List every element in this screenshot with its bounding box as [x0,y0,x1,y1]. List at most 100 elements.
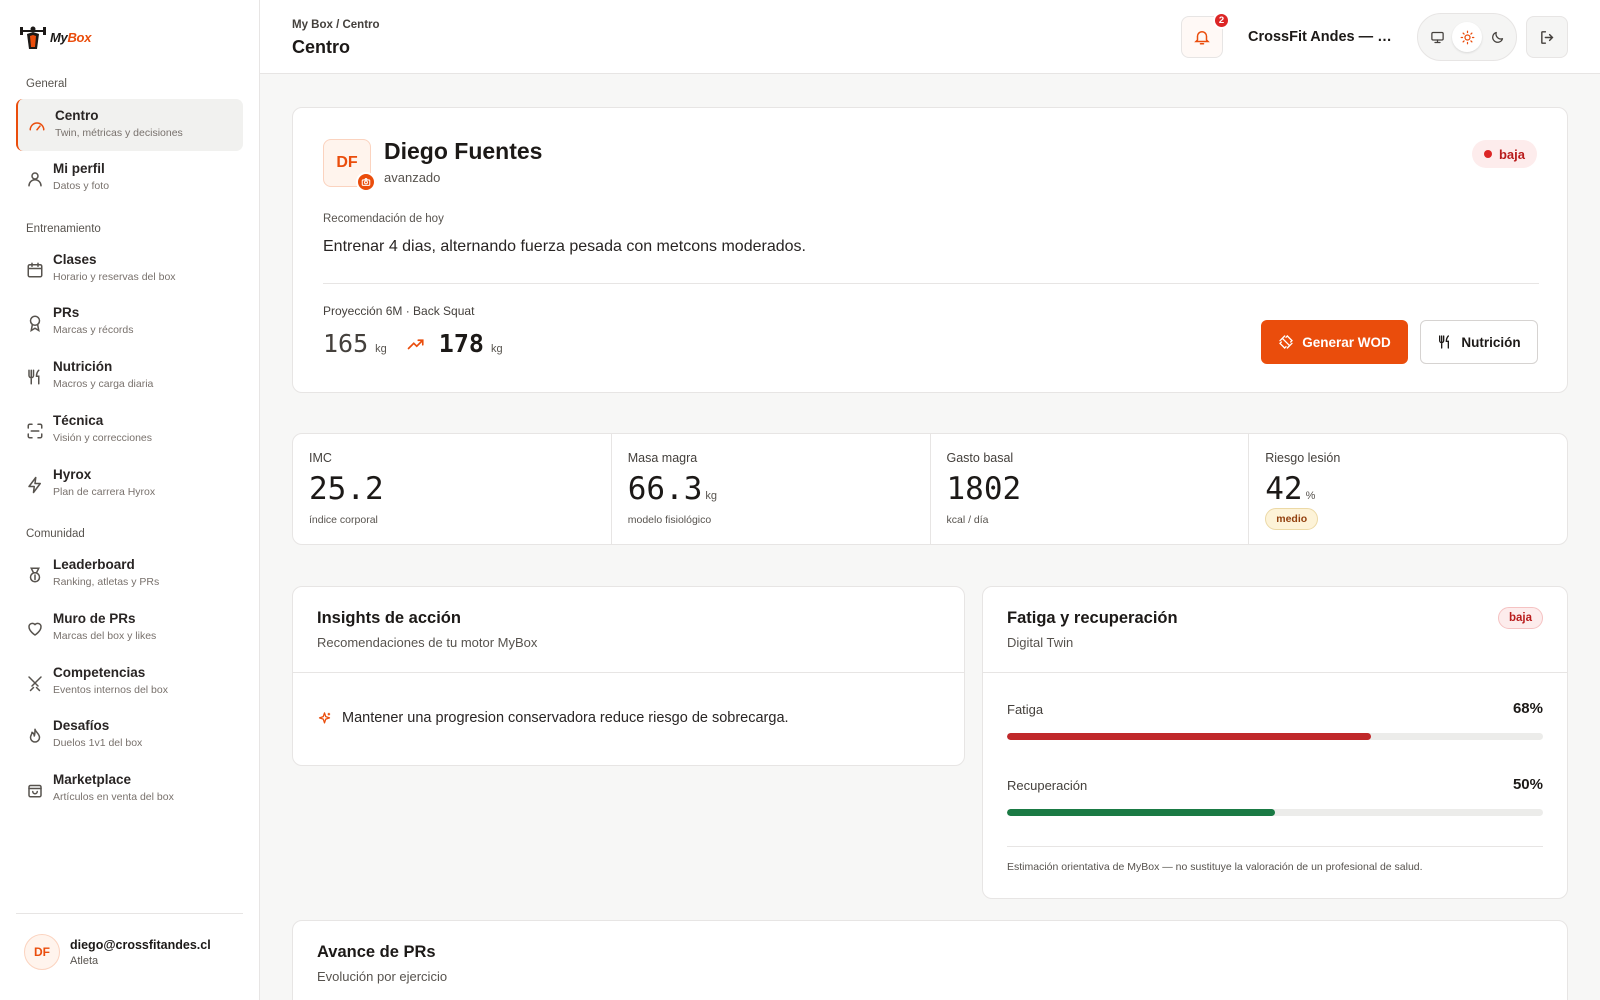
athlete-initials: DF [336,154,358,171]
sidebar-item-subtitle: Artículos en venta del box [53,791,174,803]
metric-label: Gasto basal [946,451,1014,465]
generate-wod-button[interactable]: Generar WOD [1261,320,1408,364]
card-title: Insights de acción [317,609,461,627]
sidebar-item-centro[interactable]: Centro Twin, métricas y decisiones [16,99,243,151]
bag-icon [28,784,42,798]
fatigue-value: 68% [1512,700,1543,717]
card-header: Insights de acción Recomendaciones de tu… [293,587,964,673]
metric-imc: IMC 25.2 índice corporal [293,434,612,544]
user-account[interactable]: DF diego@crossfitandes.cl Atleta [24,934,211,970]
brand-logo[interactable]: MyBox [18,22,91,52]
risk-level-badge: medio [1265,508,1319,530]
utensils-icon [28,369,40,385]
recovery-progress-bar [1007,809,1543,816]
notification-count-badge: 2 [1213,12,1230,29]
barbell-logo-icon [20,26,46,49]
sidebar-item-desafios[interactable]: Desafíos Duelos 1v1 del box [16,709,243,761]
metric-label: Riesgo lesión [1265,451,1341,465]
metric-subtitle: kcal / día [946,514,989,526]
risk-status-label: baja [1498,146,1525,162]
sidebar-item-hyrox[interactable]: Hyrox Plan de carrera Hyrox [16,458,243,510]
recommendation-text: Entrenar 4 dias, alternando fuerza pesad… [323,238,806,255]
metric-value: 1802 [946,471,1022,507]
trending-up-icon [407,338,424,349]
sidebar-item-subtitle: Datos y foto [53,180,110,192]
section-label-general: General [26,78,67,90]
projection-label: Proyección 6M · Back Squat [323,304,475,318]
sidebar-item-subtitle: Plan de carrera Hyrox [53,486,156,498]
metric-riesgo-lesion: Riesgo lesión 42% medio [1249,434,1567,544]
athlete-hero-card: DF Diego Fuentes avanzado baja Recomenda… [292,107,1568,393]
card-subtitle: Recomendaciones de tu motor MyBox [317,635,538,650]
recovery-progress-fill [1007,809,1275,816]
change-photo-button[interactable] [356,172,376,192]
metric-value: 66.3 kg [627,471,718,507]
gauge-icon [29,122,45,131]
generate-wod-label: Generar WOD [1302,334,1391,350]
recommendation-label: Recomendación de hoy [323,213,444,225]
nutrition-button[interactable]: Nutrición [1420,320,1538,364]
sidebar-item-tecnica[interactable]: Técnica Visión y correcciones [16,404,243,456]
monitor-icon [1430,31,1444,43]
sidebar-item-muro-de-prs[interactable]: Muro de PRs Marcas del box y likes [16,602,243,654]
box-selector[interactable]: CrossFit Andes — Providencia [1248,29,1400,45]
metrics-strip: IMC 25.2 índice corporal Masa magra 66.3… [292,433,1568,545]
notifications-button[interactable]: 2 [1181,12,1230,58]
sidebar-item-title: Muro de PRs [53,611,136,626]
user-role: Atleta [70,954,99,967]
metric-masa-magra: Masa magra 66.3 kg modelo fisiológico [612,434,931,544]
divider [1007,846,1543,847]
sidebar-item-subtitle: Duelos 1v1 del box [53,737,143,749]
sidebar-item-title: Mi perfil [53,161,105,176]
theme-light-button[interactable] [1452,22,1482,52]
sidebar-item-competencias[interactable]: Competencias Eventos internos del box [16,656,243,708]
fatigue-progress-bar [1007,733,1543,740]
nutrition-label: Nutrición [1461,334,1521,350]
pr-progress-card: Avance de PRs Evolución por ejercicio [292,920,1568,1000]
sidebar-item-title: Hyrox [53,467,92,482]
recovery-value: 50% [1512,776,1543,793]
sidebar-item-subtitle: Ranking, atletas y PRs [53,576,160,588]
calendar-icon [27,262,43,278]
sidebar-item-title: Clases [53,252,97,267]
metric-value: 25.2 [309,471,384,507]
sidebar-item-title: Marketplace [53,772,132,787]
theme-dark-button[interactable] [1482,22,1512,52]
user-icon [28,172,42,187]
athlete-name: Diego Fuentes [384,138,543,164]
sidebar-item-title: Técnica [53,413,104,428]
athlete-avatar[interactable]: DF [323,139,376,192]
sidebar: MyBox General Centro Twin, métricas y de… [0,0,260,1000]
heart-icon [28,622,42,636]
dumbbell-icon [1279,335,1294,349]
sidebar-item-marketplace[interactable]: Marketplace Artículos en venta del box [16,763,243,815]
sidebar-item-clases[interactable]: Clases Horario y reservas del box [16,243,243,295]
sidebar-item-title: Competencias [53,665,146,680]
bolt-icon [28,476,41,494]
swords-icon [28,676,42,692]
camera-icon [361,178,371,186]
sun-icon [1460,30,1474,44]
section-label-entrenamiento: Entrenamiento [26,223,101,235]
metric-subtitle: índice corporal [309,514,378,526]
avatar: DF [24,934,60,970]
moon-icon [1491,31,1503,43]
logout-button[interactable] [1526,16,1568,58]
award-icon [29,315,41,332]
sidebar-item-subtitle: Marcas y récords [53,324,134,336]
risk-status-badge: baja [1471,140,1537,168]
theme-system-button[interactable] [1422,22,1452,52]
unit-label: kg [375,343,387,355]
sidebar-item-mi-perfil[interactable]: Mi perfil Datos y foto [16,152,243,204]
breadcrumb: My Box / Centro [292,19,380,31]
metric-subtitle: modelo fisiológico [627,514,712,526]
sidebar-item-nutricion[interactable]: Nutrición Macros y carga diaria [16,350,243,402]
divider [323,283,1539,284]
bell-icon [1194,31,1210,45]
sidebar-item-title: Centro [55,108,99,123]
sidebar-item-prs[interactable]: PRs Marcas y récords [16,296,243,348]
sidebar-item-leaderboard[interactable]: Leaderboard Ranking, atletas y PRs [16,548,243,600]
sidebar-item-subtitle: Eventos internos del box [53,684,168,696]
top-bar: My Box / Centro Centro 2 CrossFit Andes … [260,0,1600,74]
utensils-icon [1439,335,1450,349]
